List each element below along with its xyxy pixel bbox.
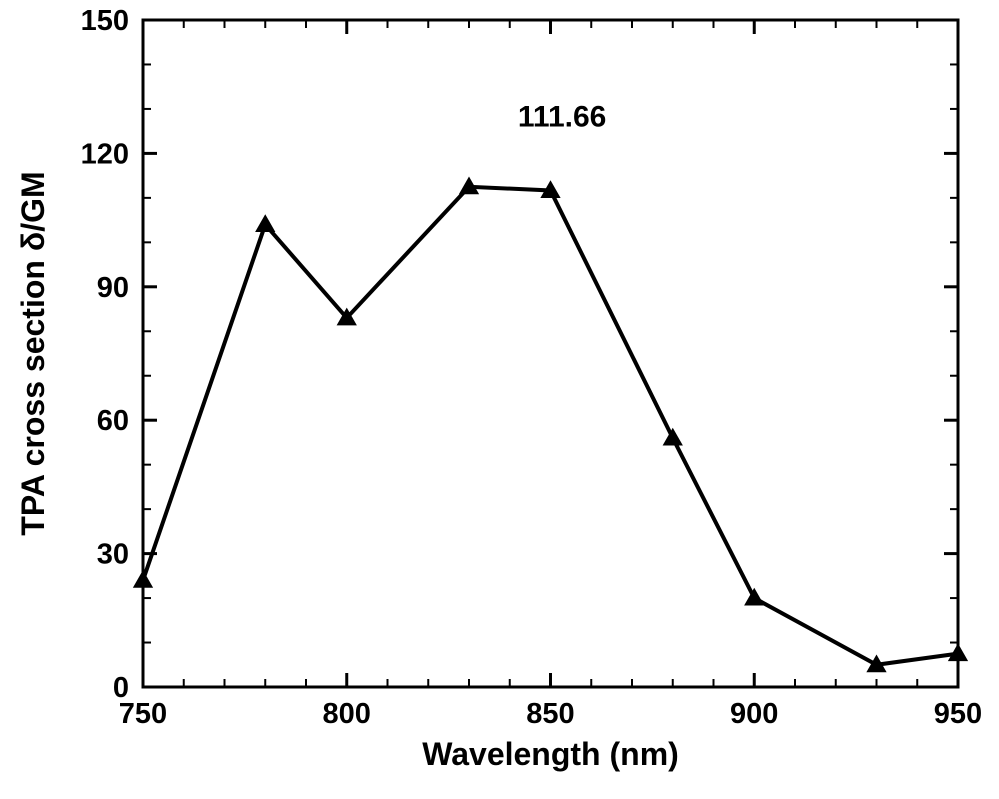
x-tick-label: 850 xyxy=(526,698,574,730)
x-tick-label: 800 xyxy=(323,698,371,730)
x-tick-label: 950 xyxy=(934,698,982,730)
chart-svg: 7508008509009500306090120150Wavelength (… xyxy=(0,0,999,799)
x-tick-label: 900 xyxy=(730,698,778,730)
y-axis-title: TPA cross section δ/GM xyxy=(15,171,51,535)
y-tick-label: 30 xyxy=(97,539,129,571)
y-tick-label: 60 xyxy=(97,405,129,437)
chart-bg xyxy=(0,0,999,799)
y-tick-label: 90 xyxy=(97,272,129,304)
x-axis-title: Wavelength (nm) xyxy=(422,736,679,772)
y-tick-label: 120 xyxy=(81,138,129,170)
tpa-chart: 7508008509009500306090120150Wavelength (… xyxy=(0,0,999,799)
y-tick-label: 150 xyxy=(81,5,129,37)
peak-label: 111.66 xyxy=(518,101,606,134)
y-tick-label: 0 xyxy=(113,672,129,704)
